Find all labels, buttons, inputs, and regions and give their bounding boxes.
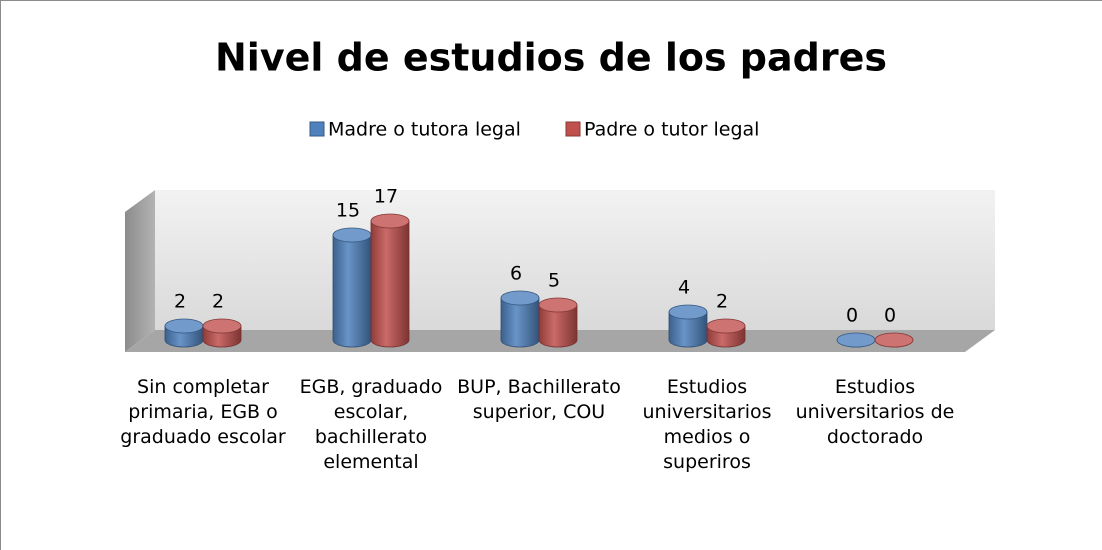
data-label: 2 bbox=[716, 291, 728, 313]
bar-top bbox=[706, 318, 746, 334]
bar-top bbox=[538, 297, 578, 313]
data-label: 2 bbox=[174, 291, 186, 313]
x-tick-label: Estudios universitarios de doctorado bbox=[795, 376, 955, 448]
data-label: 4 bbox=[678, 277, 690, 299]
legend-label: Madre o tutora legal bbox=[328, 119, 521, 141]
x-tick-label: Sin completar primaria, EGB o graduado e… bbox=[120, 376, 286, 448]
x-tick-label: Estudios universitarios medios o superir… bbox=[642, 376, 772, 473]
bar bbox=[370, 220, 410, 348]
bar bbox=[332, 234, 372, 348]
x-tick-label: EGB, graduado escolar, bachillerato elem… bbox=[299, 376, 443, 473]
legend-swatch bbox=[309, 121, 325, 137]
side-wall bbox=[125, 190, 155, 352]
data-label: 0 bbox=[846, 305, 858, 327]
bar-top bbox=[202, 318, 242, 334]
bar-top bbox=[874, 332, 914, 348]
legend-label: Padre o tutor legal bbox=[584, 119, 759, 141]
data-label: 6 bbox=[510, 263, 522, 285]
x-tick-label: BUP, Bachillerato superior, COU bbox=[457, 376, 621, 423]
data-label: 17 bbox=[374, 186, 398, 208]
bar-top bbox=[164, 318, 204, 334]
data-label: 2 bbox=[212, 291, 224, 313]
bar-top bbox=[370, 213, 410, 229]
data-label: 15 bbox=[336, 200, 360, 222]
data-label: 5 bbox=[548, 270, 560, 292]
bar-top bbox=[836, 332, 876, 348]
chart-title: Nivel de estudios de los padres bbox=[215, 36, 887, 80]
bar-top bbox=[668, 304, 708, 320]
legend-swatch bbox=[565, 121, 581, 137]
bar-top bbox=[332, 227, 372, 243]
bar bbox=[538, 304, 578, 348]
bar-top bbox=[500, 290, 540, 306]
data-label: 0 bbox=[884, 305, 896, 327]
